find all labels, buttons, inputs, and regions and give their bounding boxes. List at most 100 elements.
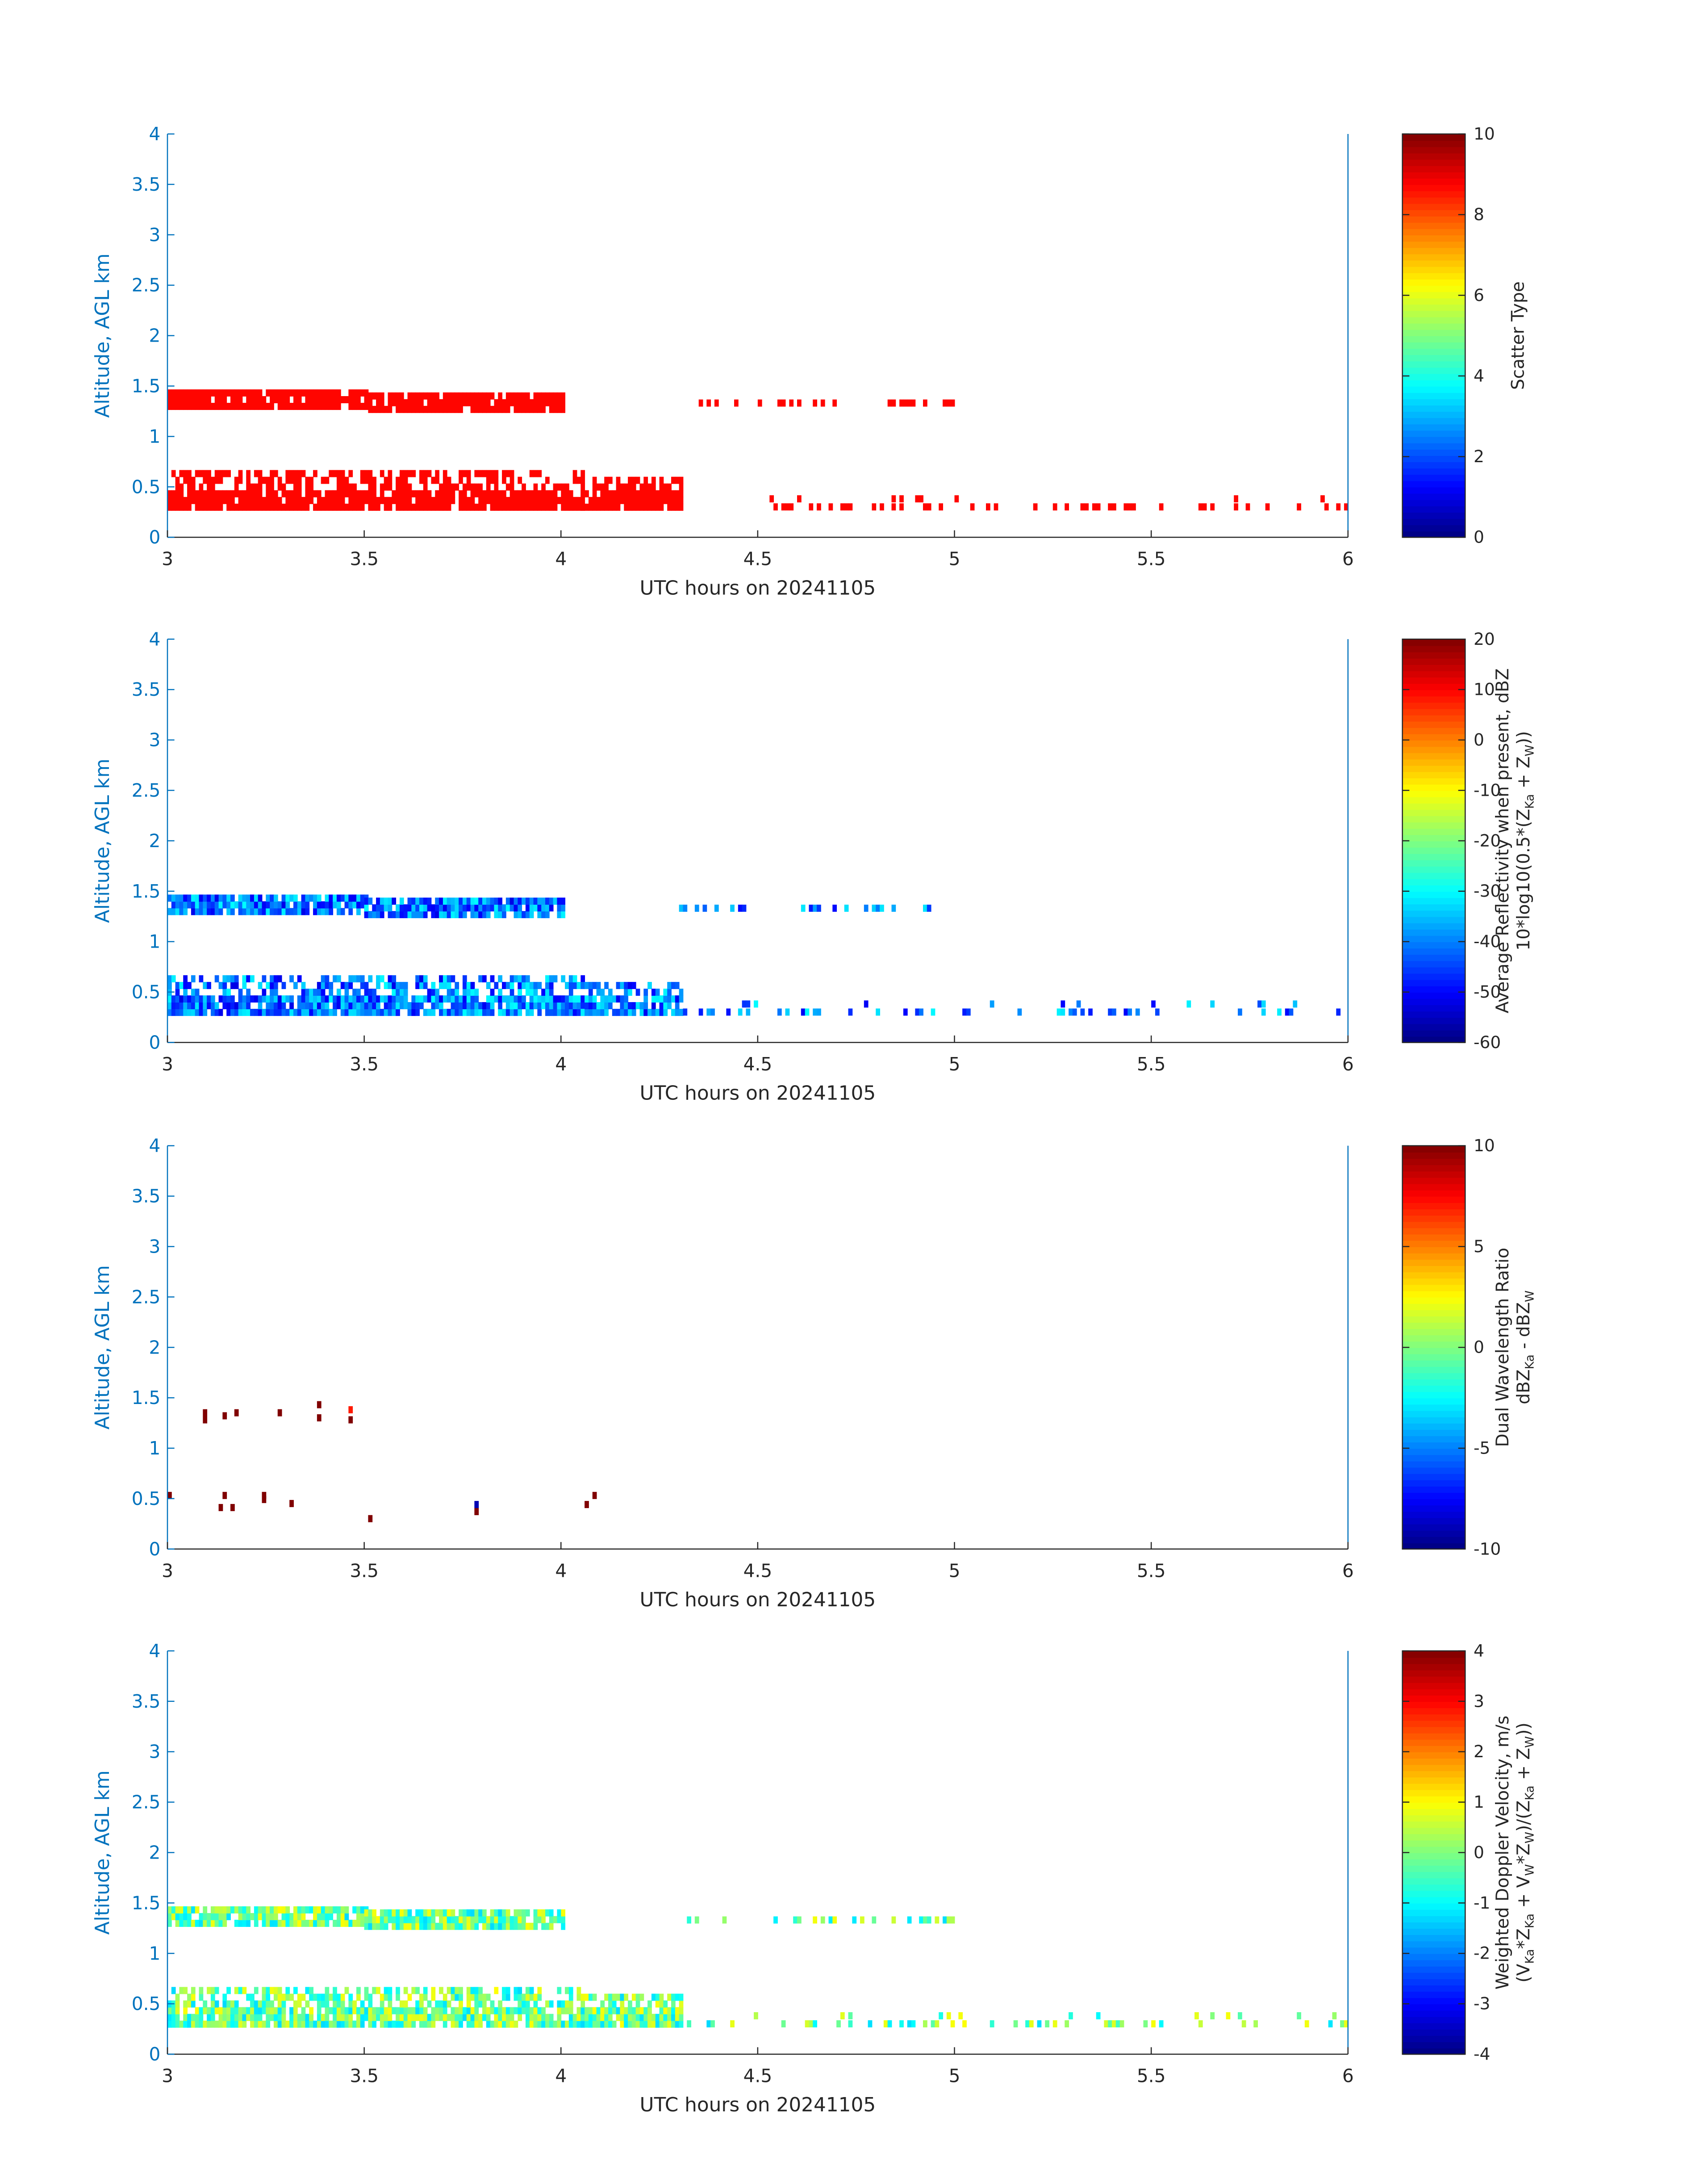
- data-cell: [509, 1916, 514, 1923]
- data-cell: [431, 1002, 436, 1010]
- data-cell: [525, 975, 530, 982]
- data-cell: [183, 1987, 188, 1994]
- data-cell: [466, 1909, 471, 1917]
- data-cell: [396, 982, 400, 989]
- data-cell: [222, 995, 227, 1003]
- data-cell: [498, 2020, 502, 2028]
- colorbar-segment: [1402, 916, 1466, 923]
- data-cell: [218, 1913, 223, 1920]
- data-cell: [679, 2000, 684, 2008]
- data-cell: [210, 490, 215, 497]
- data-cell: [258, 894, 263, 902]
- data-cell: [466, 1993, 471, 2001]
- colorbar-segment: [1402, 165, 1466, 172]
- colorbar-segment: [1402, 1177, 1466, 1184]
- data-cell: [301, 901, 306, 909]
- data-cell: [439, 2000, 443, 2008]
- data-cell: [258, 389, 263, 397]
- data-cell: [439, 2014, 443, 2021]
- data-cell: [549, 988, 554, 996]
- colorbar-segment: [1402, 468, 1466, 475]
- data-cell: [415, 904, 420, 912]
- colorbar-segment: [1402, 191, 1466, 198]
- data-cell: [490, 1909, 495, 1917]
- data-cell: [392, 995, 397, 1003]
- data-cell: [238, 1009, 243, 1016]
- data-cell: [482, 904, 487, 912]
- data-cell: [502, 405, 506, 413]
- data-cell: [325, 1906, 330, 1914]
- data-cell: [175, 1919, 180, 1927]
- colorbar-segment: [1402, 254, 1466, 261]
- data-cell: [262, 995, 267, 1003]
- colorbar-segment: [1402, 1498, 1466, 1506]
- data-cell: [624, 1993, 628, 2001]
- data-cell: [293, 982, 298, 989]
- data-cell: [325, 1993, 330, 2001]
- data-cell: [203, 503, 208, 511]
- data-cell: [191, 995, 196, 1003]
- data-cell: [462, 1909, 467, 1917]
- colorbar-label: Scatter Type: [1508, 281, 1528, 390]
- data-cell: [651, 995, 656, 1003]
- data-cell: [443, 490, 447, 497]
- data-cell: [466, 1009, 471, 1016]
- data-cell: [396, 995, 400, 1003]
- data-cell: [348, 470, 353, 477]
- colorbar-segment: [1402, 1442, 1466, 1449]
- data-cell: [1119, 2020, 1124, 2027]
- data-cell: [364, 2007, 369, 2014]
- data-cell: [1108, 503, 1112, 511]
- data-cell: [525, 497, 530, 504]
- data-cell: [478, 2014, 483, 2021]
- data-cell: [1241, 2020, 1246, 2027]
- data-cell: [557, 2000, 562, 2008]
- data-cell: [254, 483, 259, 491]
- data-cell: [474, 483, 479, 491]
- data-cell: [903, 399, 908, 407]
- colorbar-segment: [1402, 272, 1466, 280]
- data-cell: [710, 1008, 715, 1016]
- data-cell: [505, 995, 510, 1003]
- data-cell: [600, 2014, 605, 2021]
- data-cell: [388, 1987, 393, 1994]
- data-cell: [273, 470, 278, 477]
- colorbar-segment: [1402, 474, 1466, 481]
- data-cell: [1336, 503, 1341, 511]
- x-tick-label: 5.5: [1137, 1053, 1166, 1075]
- data-cell: [333, 1993, 337, 2001]
- data-cell: [939, 503, 943, 511]
- data-cell: [250, 2000, 255, 2008]
- data-cell: [561, 2007, 565, 2014]
- data-cell: [447, 399, 451, 406]
- data-cell: [396, 490, 400, 497]
- data-cell: [360, 1009, 365, 1016]
- data-cell: [281, 2014, 286, 2021]
- colorbar-segment: [1402, 866, 1466, 873]
- data-cell: [403, 2007, 408, 2014]
- data-cell: [336, 2014, 341, 2021]
- data-cell: [333, 2020, 337, 2028]
- data-cell: [585, 1009, 589, 1016]
- data-cell: [329, 908, 334, 915]
- data-cell: [580, 497, 585, 504]
- data-cell: [505, 497, 510, 504]
- data-cell: [561, 503, 565, 511]
- data-cell: [482, 392, 487, 400]
- data-cell: [360, 503, 365, 511]
- data-cell: [388, 483, 393, 491]
- data-cell: [706, 399, 711, 407]
- data-cell: [447, 2014, 451, 2021]
- data-cell: [210, 2020, 215, 2028]
- data-cell: [805, 2020, 810, 2027]
- data-cell: [325, 1919, 330, 1927]
- data-cell: [514, 1993, 518, 2001]
- data-cell: [608, 503, 613, 511]
- data-cell: [246, 497, 251, 504]
- data-cell: [199, 908, 204, 915]
- data-cell: [273, 2014, 278, 2021]
- data-cell: [262, 901, 267, 909]
- colorbar-segment: [1402, 828, 1466, 835]
- colorbar-segment: [1402, 1158, 1466, 1166]
- data-cell: [773, 1916, 778, 1924]
